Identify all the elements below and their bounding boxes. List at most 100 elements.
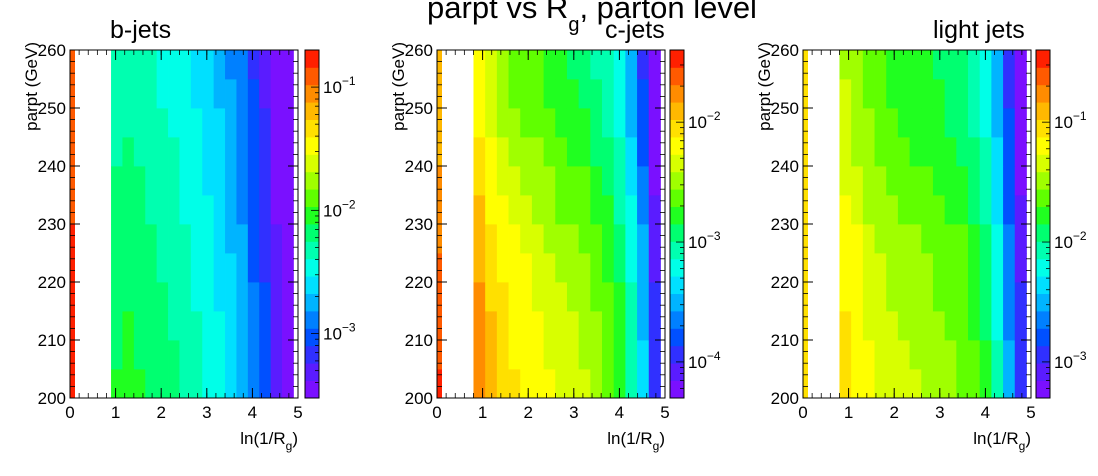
heatmap-cell	[179, 195, 192, 225]
heatmap-cell	[133, 79, 146, 109]
heatmap-cell	[1014, 253, 1027, 283]
heatmap-cell	[145, 224, 158, 254]
figure-title-sub: g	[568, 14, 579, 36]
heatmap-cell	[874, 340, 887, 370]
heatmap-cell	[613, 311, 626, 341]
heatmap-cell	[145, 340, 158, 370]
x-axis-label-sub: g	[1019, 439, 1026, 453]
projection-cell	[437, 282, 442, 312]
heatmap-cell	[566, 282, 580, 312]
heatmap-cell	[578, 340, 591, 370]
heatmap-cell	[145, 79, 158, 109]
colorbar-step	[670, 189, 684, 207]
heatmap-cell	[1003, 369, 1016, 399]
heatmap-cell	[270, 50, 283, 80]
heatmap-cell	[625, 253, 638, 283]
heatmap-cell	[133, 282, 146, 312]
heatmap-cell	[991, 137, 1004, 167]
colorbar-step	[670, 102, 684, 120]
heatmap-cell	[213, 79, 226, 109]
heatmap-cell	[862, 108, 875, 138]
x-axis-label: ln(1/Rg)	[973, 429, 1031, 453]
heatmap-cell	[520, 340, 533, 370]
heatmap-cell	[225, 224, 237, 254]
heatmap-cell	[496, 282, 509, 312]
projection-cell	[437, 137, 442, 167]
heatmap-cell	[259, 79, 272, 109]
y-tick-label: 210	[771, 331, 799, 350]
heatmap-cell	[531, 282, 544, 312]
y-tick-label: 240	[38, 157, 66, 176]
heatmap-cell	[270, 166, 283, 196]
heatmap-cell	[133, 369, 146, 399]
heatmap-cell	[168, 79, 180, 109]
heatmap-cell	[555, 224, 568, 254]
heatmap-cell	[225, 108, 237, 138]
y-axis-label: parpt (GeV)	[22, 42, 41, 131]
heatmap-cell	[956, 50, 969, 80]
heatmap-cell	[225, 79, 237, 109]
heatmap-cell	[1014, 224, 1027, 254]
heatmap-cell	[613, 224, 626, 254]
heatmap-cell	[156, 340, 169, 370]
x-axis-label-sub: g	[653, 439, 660, 453]
heatmap-cell	[213, 311, 226, 341]
colorbar-step	[305, 224, 319, 242]
heatmap-cell	[133, 195, 146, 225]
y-axis-label: parpt (GeV)	[755, 42, 774, 131]
heatmap-cell	[897, 79, 910, 109]
heatmap-cell	[156, 311, 169, 341]
heatmap-cell	[225, 369, 237, 399]
heatmap-cell	[968, 282, 981, 312]
heatmap-cell	[270, 108, 283, 138]
heatmap-cell	[282, 195, 294, 225]
projection-cell	[803, 50, 808, 80]
heatmap-cell	[956, 253, 969, 283]
heatmap-cell	[979, 253, 992, 283]
heatmap-cell	[282, 166, 294, 196]
heatmap-cell	[944, 108, 957, 138]
colorbar-step	[305, 84, 319, 103]
heatmap-cell	[213, 108, 226, 138]
colorbar-tick-label: 10−3	[323, 321, 356, 344]
heatmap-cell	[508, 253, 521, 283]
y-tick-label: 220	[38, 273, 66, 292]
heatmap-cell	[874, 137, 887, 167]
heatmap-cell	[202, 79, 215, 109]
heatmap-cell	[590, 224, 603, 254]
heatmap-cell	[921, 166, 934, 196]
x-tick-label: 1	[111, 403, 120, 422]
heatmap-cell	[909, 253, 922, 283]
heatmap-cell	[282, 340, 294, 370]
heatmap-cell	[979, 137, 992, 167]
projection-cell	[70, 282, 75, 312]
colorbar-step	[670, 311, 684, 329]
heatmap-cell	[625, 50, 638, 80]
heatmap-cell	[259, 282, 272, 312]
heatmap-cell	[122, 340, 135, 370]
heatmap-cell	[473, 195, 486, 225]
heatmap-cell	[145, 369, 158, 399]
heatmap-cell	[874, 50, 887, 80]
heatmap-cell	[496, 253, 509, 283]
heatmap-cell	[202, 369, 215, 399]
heatmap-cell	[555, 79, 568, 109]
y-tick-label: 240	[771, 157, 799, 176]
heatmap-cell	[496, 311, 509, 341]
heatmap-cell	[225, 340, 237, 370]
colorbar-step	[305, 241, 319, 260]
heatmap-cell	[202, 137, 215, 167]
heatmap-cell	[566, 369, 580, 399]
heatmap-cell	[909, 282, 922, 312]
heatmap-cell	[566, 340, 580, 370]
heatmap-cell	[886, 166, 899, 196]
heatmap-cell	[190, 253, 203, 283]
x-axis-label: ln(1/Rg)	[240, 429, 298, 453]
colorbar-frame	[304, 49, 320, 399]
colorbar-step	[305, 154, 319, 173]
heatmap-cell	[897, 137, 910, 167]
x-axis-label: ln(1/Rg)	[607, 429, 665, 453]
heatmap-cell	[839, 79, 852, 109]
heatmap-cell	[282, 137, 294, 167]
colorbar-step	[305, 293, 319, 312]
